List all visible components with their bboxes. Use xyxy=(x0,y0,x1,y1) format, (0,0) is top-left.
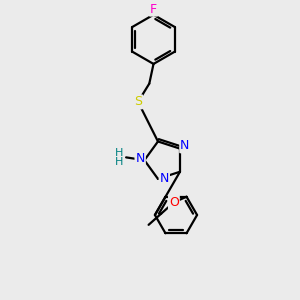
Text: S: S xyxy=(134,95,142,108)
Text: N: N xyxy=(136,152,145,165)
Text: O: O xyxy=(169,196,179,209)
Text: N: N xyxy=(160,172,169,185)
Text: F: F xyxy=(150,3,157,16)
Text: H: H xyxy=(115,157,123,167)
Text: N: N xyxy=(180,139,190,152)
Text: H: H xyxy=(115,148,123,158)
